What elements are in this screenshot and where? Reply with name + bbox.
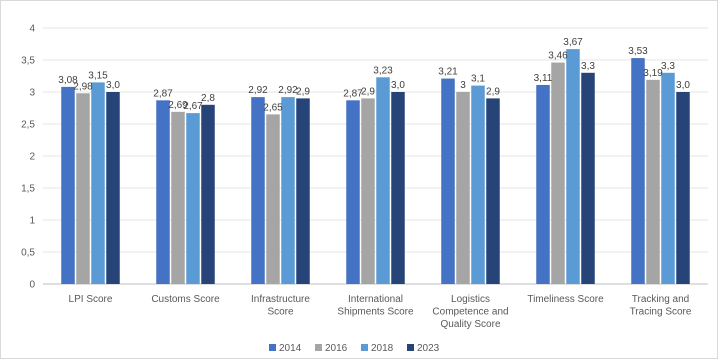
data-label: 3,3	[661, 61, 675, 72]
bars	[61, 49, 690, 285]
data-label: 3,19	[643, 68, 663, 79]
bar-2018	[281, 97, 295, 285]
data-label: 2,98	[73, 81, 93, 92]
data-label: 3,1	[471, 74, 485, 85]
bar-2014	[631, 58, 645, 284]
legend-label: 2016	[325, 343, 348, 354]
data-label: 3,67	[563, 37, 583, 48]
bar-2014	[536, 84, 550, 285]
legend-swatch	[269, 344, 276, 351]
bar-2023	[581, 72, 595, 284]
bar-2018	[566, 49, 580, 285]
legend-item-2023: 2023	[407, 343, 440, 354]
legend-swatch	[407, 344, 414, 351]
x-axis-categories: LPI Score Customs Score Infrastructure Scor…	[69, 294, 692, 330]
x-category-label: Customs Score	[151, 294, 220, 305]
x-category-label: Infrastructure Score	[251, 294, 310, 318]
y-tick-label: 2	[29, 152, 35, 163]
data-labels: 3,082,983,153,02,872,692,672,82,922,652,…	[58, 37, 690, 113]
data-label: 3,0	[391, 80, 405, 91]
bar-2023	[201, 104, 215, 284]
bar-2016	[456, 92, 470, 284]
bar-2014	[346, 100, 360, 284]
data-label: 3,0	[106, 80, 120, 91]
bar-2014	[251, 97, 265, 285]
bar-2016	[361, 98, 375, 285]
bar-2014	[441, 78, 455, 284]
legend-label: 2018	[371, 343, 394, 354]
y-tick-label: 4	[29, 24, 35, 35]
data-label: 2,69	[168, 100, 188, 111]
data-label: 2,87	[343, 88, 363, 99]
data-label: 2,87	[153, 88, 173, 99]
data-label: 3,08	[58, 75, 78, 86]
y-axis: 0 0,5 1 1,5 2 2,5 3 3,5 4	[21, 24, 35, 291]
data-label: 3	[460, 80, 466, 91]
x-category-label: Timeliness Score	[527, 294, 604, 305]
x-category-label: Logistics Competence and Quality Score	[432, 294, 508, 330]
bar-2014	[156, 100, 170, 284]
bar-2018	[661, 72, 675, 284]
bar-2023	[106, 92, 120, 284]
data-label: 2,9	[296, 86, 310, 97]
bar-2023	[296, 98, 310, 285]
data-label: 3,3	[581, 61, 595, 72]
data-label: 3,21	[438, 67, 458, 78]
y-tick-label: 1,5	[21, 184, 35, 195]
bar-2023	[391, 92, 405, 284]
data-label: 3,11	[534, 73, 553, 84]
data-label: 2,92	[278, 85, 298, 96]
legend-item-2016: 2016	[315, 343, 348, 354]
data-label: 2,9	[361, 86, 375, 97]
legend-item-2014: 2014	[269, 343, 302, 354]
bar-2018	[471, 85, 485, 284]
x-category-label: Tracking and Tracing Score	[630, 294, 692, 318]
bar-2014	[61, 86, 75, 284]
legend-label: 2023	[417, 343, 440, 354]
data-label: 2,92	[248, 85, 268, 96]
legend-item-2018: 2018	[361, 343, 394, 354]
data-label: 2,67	[183, 101, 203, 112]
y-tick-label: 0,5	[21, 248, 35, 259]
y-tick-label: 3,5	[21, 56, 35, 67]
data-label: 3,46	[548, 51, 568, 62]
data-label: 3,53	[628, 46, 648, 57]
data-label: 3,15	[88, 70, 108, 81]
data-label: 2,8	[201, 93, 215, 104]
legend: 2014 2016 2018 2023	[269, 343, 440, 354]
bar-2018	[91, 82, 105, 285]
bar-2018	[186, 113, 200, 285]
bar-2016	[266, 114, 280, 285]
bar-2023	[486, 98, 500, 285]
data-label: 2,65	[263, 102, 283, 113]
y-tick-label: 0	[29, 280, 35, 291]
data-label: 3,0	[676, 80, 690, 91]
data-label: 2,9	[486, 86, 500, 97]
data-label: 3,23	[373, 65, 393, 76]
bar-2018	[376, 77, 390, 284]
x-category-label: International Shipments Score	[337, 294, 414, 318]
y-tick-label: 2,5	[21, 120, 35, 131]
y-tick-label: 1	[29, 216, 35, 227]
x-category-label: LPI Score	[69, 294, 113, 305]
bar-2016	[76, 93, 90, 284]
bar-2016	[551, 62, 565, 285]
y-tick-label: 3	[29, 88, 35, 99]
bar-2016	[646, 79, 660, 284]
bar-2016	[171, 111, 185, 284]
gridlines	[43, 27, 708, 285]
legend-swatch	[315, 344, 322, 351]
legend-swatch	[361, 344, 368, 351]
bar-2023	[676, 92, 690, 284]
legend-label: 2014	[279, 343, 302, 354]
